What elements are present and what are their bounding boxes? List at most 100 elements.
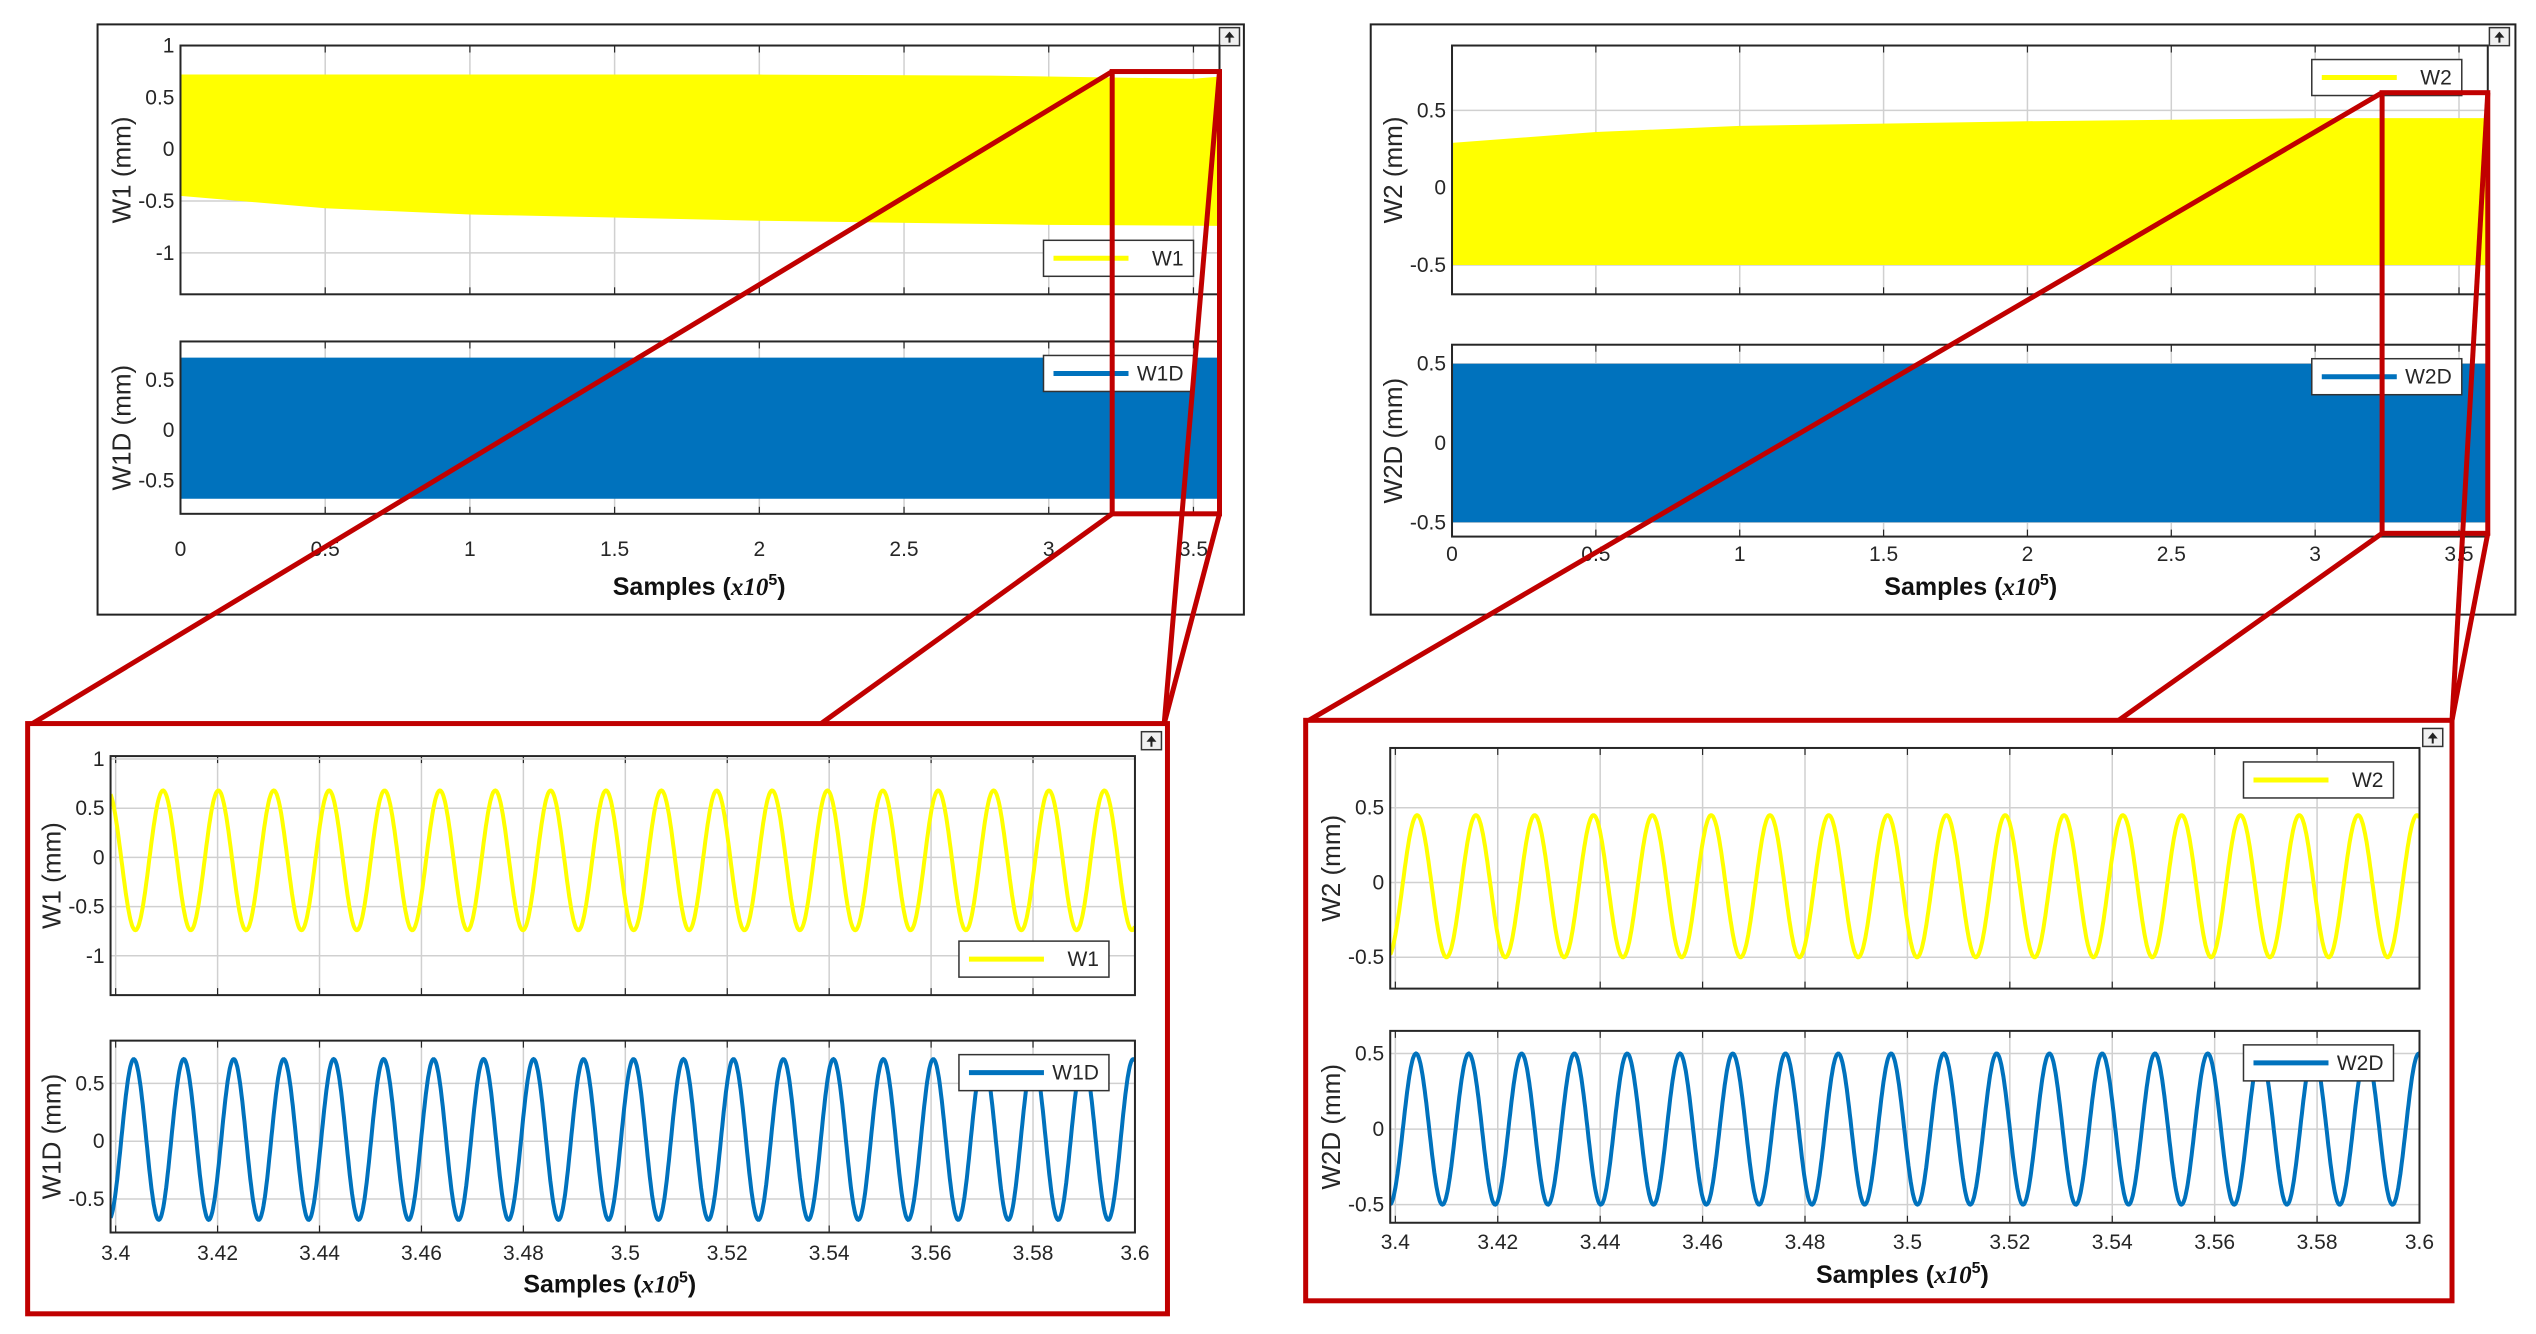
axes-box bbox=[109, 1039, 1136, 1234]
axes-w2d: -0.5 0 0.5 W2D (mm) W2D bbox=[1378, 343, 2489, 538]
x-axis-scale-exponent: 5 bbox=[768, 572, 777, 589]
paren-open: ( bbox=[1987, 573, 2003, 601]
y-axis-label: W1 (mm) bbox=[37, 822, 67, 929]
legend-label: W2D bbox=[2405, 366, 2452, 389]
y-tick-label: -0.5 bbox=[1410, 511, 1446, 534]
x-tick-label: 3.42 bbox=[197, 1242, 238, 1265]
x-tick-label: 1.5 bbox=[1869, 543, 1898, 566]
x-tick-label: 3.5 bbox=[1893, 1231, 1922, 1254]
legend[interactable]: W1 bbox=[1042, 239, 1195, 278]
y-tick-label: 0.5 bbox=[1355, 1043, 1384, 1066]
legend[interactable]: W2D bbox=[2242, 1044, 2395, 1082]
series-w2 bbox=[1390, 813, 2420, 960]
y-tick-label: -0.5 bbox=[138, 190, 174, 213]
x-axis-label: Samples (x105) bbox=[1884, 572, 2057, 601]
undock-button[interactable] bbox=[1218, 26, 1241, 47]
x-tick-label: 3 bbox=[2309, 543, 2321, 566]
x-axis-label: Samples (x105) bbox=[1816, 1260, 1989, 1289]
y-tick-label: -1 bbox=[156, 242, 175, 265]
legend[interactable]: W2 bbox=[2242, 761, 2395, 799]
x-axis-scale-exponent: 5 bbox=[679, 1270, 688, 1287]
x-tick-label: 0 bbox=[175, 538, 187, 561]
legend[interactable]: W1 bbox=[958, 940, 1110, 978]
x-tick-label: 3.6 bbox=[1120, 1242, 1149, 1265]
paren-open: ( bbox=[1919, 1261, 1935, 1289]
x-tick-label: 1 bbox=[464, 538, 476, 561]
arrow-up-shape bbox=[2427, 732, 2438, 744]
x-tick-label: 3.46 bbox=[1682, 1231, 1723, 1254]
paren-close: ) bbox=[688, 1271, 696, 1299]
y-axis-label: W1D (mm) bbox=[106, 365, 136, 491]
x-tick-label: 3.46 bbox=[401, 1242, 442, 1265]
legend[interactable]: W1D bbox=[1042, 354, 1195, 393]
undock-button[interactable] bbox=[2421, 727, 2444, 748]
y-tick-label: -0.5 bbox=[138, 470, 174, 493]
axes-w2: -0.5 0 0.5 W2 (mm) W2 bbox=[1316, 746, 2421, 990]
x-tick-label: 1.5 bbox=[600, 538, 629, 561]
paren-open: ( bbox=[626, 1271, 642, 1299]
y-tick-label: 0 bbox=[1373, 871, 1385, 894]
y-tick-label: -0.5 bbox=[68, 896, 104, 919]
x-tick-label: 3.5 bbox=[1179, 538, 1208, 561]
y-tick-label: 1 bbox=[93, 748, 105, 771]
signal-band bbox=[1452, 118, 2488, 265]
y-tick-label: 0 bbox=[1373, 1118, 1385, 1141]
x-tick-label: 3.5 bbox=[611, 1242, 640, 1265]
zoom-connector-line bbox=[2449, 92, 2491, 721]
zoom-right-figure: -0.5 0 0.5 W2 (mm) W2 -0.5 0 0.5 W2D (mm) W2D 3.4 3… bbox=[1303, 717, 2455, 1304]
legend-label: W1 bbox=[1067, 948, 1099, 971]
paren-close: ) bbox=[777, 573, 785, 601]
legend-label: W1D bbox=[1137, 362, 1184, 385]
signal-line bbox=[1390, 813, 2420, 960]
arrow-up-shape bbox=[2494, 31, 2505, 43]
zoom-connector-line bbox=[2117, 531, 2384, 723]
y-tick-label: 0 bbox=[93, 846, 105, 869]
x-tick-label: 3.48 bbox=[503, 1242, 544, 1265]
legend-label: W1D bbox=[1052, 1062, 1099, 1085]
y-axis-label: W1D (mm) bbox=[37, 1074, 67, 1200]
x-axis-scale-exponent: 5 bbox=[2040, 572, 2049, 589]
axes-w1: -1 -0.5 0 0.5 1 W1 (mm) W1 bbox=[37, 748, 1136, 997]
series-w1d bbox=[180, 357, 1220, 499]
y-tick-label: -0.5 bbox=[68, 1188, 104, 1211]
x-tick-label: 3.6 bbox=[2405, 1231, 2434, 1254]
zoom-connector-line bbox=[1307, 90, 2384, 723]
zoom-connector-line bbox=[31, 69, 1114, 726]
axes-box bbox=[109, 755, 1136, 997]
y-axis-label: W2 (mm) bbox=[1316, 815, 1346, 922]
overview-left-figure: -1 -0.5 0 0.5 1 W1 (mm) W1 -0.5 0 0.5 W1D (mm) W1D 0… bbox=[96, 23, 1245, 616]
axes-box bbox=[1389, 1029, 2421, 1224]
legend[interactable]: W2D bbox=[2311, 357, 2463, 396]
y-tick-label: 0 bbox=[1434, 432, 1446, 455]
paren-close: ) bbox=[2049, 573, 2057, 601]
arrow-up-shape bbox=[1146, 735, 1157, 747]
legend[interactable]: W2 bbox=[2311, 58, 2463, 97]
x-axis-scale: x10 bbox=[2001, 574, 2040, 601]
undock-button[interactable] bbox=[1140, 730, 1163, 751]
x-tick-label: 3.44 bbox=[299, 1242, 340, 1265]
y-axis-label: W2D (mm) bbox=[1316, 1064, 1346, 1190]
y-tick-label: 1 bbox=[163, 35, 175, 58]
zoom-connector-line bbox=[819, 511, 1114, 726]
series-w1d bbox=[110, 1056, 1135, 1223]
signal-line bbox=[110, 1056, 1135, 1223]
signal-band bbox=[180, 74, 1220, 226]
y-tick-label: -0.5 bbox=[1410, 254, 1446, 277]
arrow-up-shape bbox=[1224, 31, 1235, 43]
axes-w2: -0.5 0 0.5 W2 (mm) W2 bbox=[1378, 44, 2489, 296]
zoom-connector-line bbox=[1161, 513, 1222, 725]
series-w1 bbox=[110, 788, 1135, 933]
series-w2 bbox=[1452, 118, 2488, 265]
legend[interactable]: W1D bbox=[958, 1053, 1110, 1092]
x-tick-label: 3.56 bbox=[911, 1242, 952, 1265]
undock-button[interactable] bbox=[2488, 26, 2511, 47]
axes-w1d: -0.5 0 0.5 W1D (mm) W1D bbox=[37, 1039, 1136, 1234]
y-axis-label: W1 (mm) bbox=[106, 116, 136, 223]
signal-line bbox=[1390, 1051, 2420, 1207]
x-axis-scale-exponent: 5 bbox=[1972, 1260, 1981, 1277]
x-tick-label: 0 bbox=[1446, 543, 1458, 566]
signal-band bbox=[180, 357, 1220, 499]
x-axis-label-text: Samples bbox=[1816, 1261, 1919, 1289]
